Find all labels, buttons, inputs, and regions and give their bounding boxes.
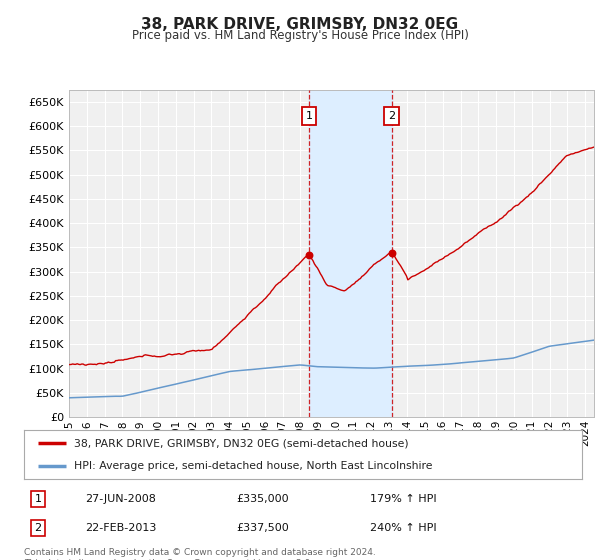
- Text: Price paid vs. HM Land Registry's House Price Index (HPI): Price paid vs. HM Land Registry's House …: [131, 29, 469, 42]
- Point: [304, 250, 314, 259]
- Text: 179% ↑ HPI: 179% ↑ HPI: [370, 494, 437, 504]
- Text: 240% ↑ HPI: 240% ↑ HPI: [370, 523, 437, 533]
- Text: £337,500: £337,500: [236, 523, 289, 533]
- Point: [387, 249, 397, 258]
- Text: 1: 1: [305, 111, 313, 122]
- Bar: [309, 90, 392, 417]
- Text: 38, PARK DRIVE, GRIMSBY, DN32 0EG: 38, PARK DRIVE, GRIMSBY, DN32 0EG: [142, 17, 458, 32]
- Text: Contains HM Land Registry data © Crown copyright and database right 2024.
This d: Contains HM Land Registry data © Crown c…: [24, 548, 376, 560]
- Text: 38, PARK DRIVE, GRIMSBY, DN32 0EG (semi-detached house): 38, PARK DRIVE, GRIMSBY, DN32 0EG (semi-…: [74, 438, 409, 449]
- Text: 1: 1: [34, 494, 41, 504]
- Text: 22-FEB-2013: 22-FEB-2013: [85, 523, 157, 533]
- Text: 2: 2: [34, 523, 41, 533]
- Text: 2: 2: [388, 111, 395, 122]
- Text: £335,000: £335,000: [236, 494, 289, 504]
- Text: 27-JUN-2008: 27-JUN-2008: [85, 494, 156, 504]
- Text: HPI: Average price, semi-detached house, North East Lincolnshire: HPI: Average price, semi-detached house,…: [74, 461, 433, 472]
